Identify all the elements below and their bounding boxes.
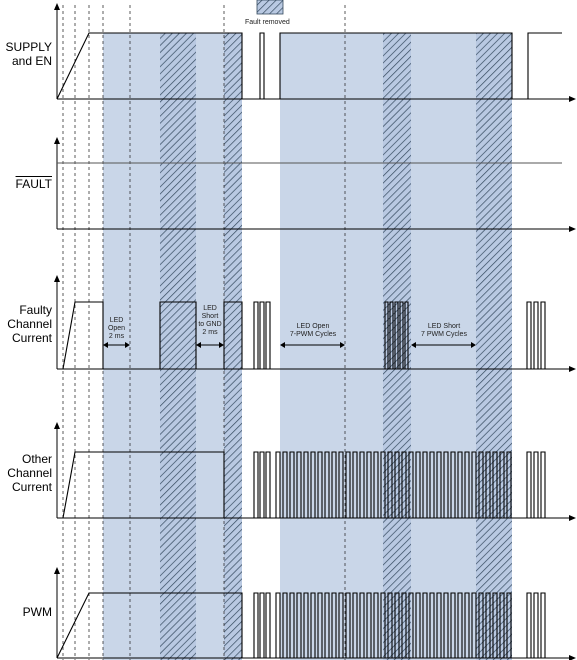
region-led-short-7pwm xyxy=(411,33,476,660)
hatch-region-3 xyxy=(383,33,411,660)
ann-led-open-line3: 2 ms xyxy=(108,333,125,340)
region-led-open xyxy=(103,33,160,660)
hatch-region-4 xyxy=(476,33,512,660)
legend-swatch xyxy=(256,0,284,15)
ann-led-short-7pwm-line2: 7 PWM Cycles xyxy=(421,331,467,338)
ann-led-short-line3: to GND xyxy=(198,321,222,328)
hatch-region-2 xyxy=(224,33,242,660)
row-label-faulty-line3: Current xyxy=(11,331,52,345)
row-label-pwm-text: PWM xyxy=(22,605,52,619)
row-label-faulty-current: Faulty Channel Current xyxy=(0,303,52,345)
legend-label: Fault removed xyxy=(245,19,290,26)
annotation-led-short-gnd: LED Short to GND 2 ms xyxy=(194,305,226,337)
row-label-supply-line2: and EN xyxy=(11,54,52,68)
hatch-region-1 xyxy=(160,33,196,660)
y-axis-arrowheads xyxy=(54,3,60,574)
row-label-other-line3: Current xyxy=(11,480,52,494)
row-label-faulty-line2: Channel xyxy=(7,317,52,331)
row-label-supply: SUPPLY and EN xyxy=(0,40,52,68)
row-label-other-line2: Channel xyxy=(7,466,52,480)
ann-led-open-line2: Open xyxy=(107,325,126,332)
ann-led-open-7pwm-line1: LED Open xyxy=(296,323,330,330)
ann-led-open-7pwm-line2: 7-PWM Cycles xyxy=(289,331,337,338)
waveform-faulty-current xyxy=(57,301,562,370)
region-led-open-7pwm xyxy=(280,33,383,660)
measurement-arrowheads xyxy=(103,342,476,348)
annotation-led-short-7pwm: LED Short 7 PWM Cycles xyxy=(411,323,477,339)
ann-led-short-line4: 2 ms xyxy=(202,329,218,336)
ann-led-short-7pwm-line1: LED Short xyxy=(427,323,461,330)
annotation-led-open-7pwm: LED Open 7-PWM Cycles xyxy=(280,323,346,339)
row-label-fault: FAULT xyxy=(0,177,52,191)
waveform-other-current xyxy=(57,451,562,519)
annotation-led-open-2ms: LED Open 2 ms xyxy=(103,317,130,341)
row-label-other-line1: Other xyxy=(21,452,52,466)
row-label-faulty-line1: Faulty xyxy=(19,303,52,317)
waveform-pwm xyxy=(56,592,562,659)
row-label-other-current: Other Channel Current xyxy=(0,452,52,494)
shaded-regions xyxy=(103,33,476,660)
x-axis-arrowheads xyxy=(569,96,576,660)
row-label-supply-line1: SUPPLY xyxy=(5,40,52,54)
guide-lines xyxy=(62,5,346,660)
hatched-regions xyxy=(160,33,512,660)
ann-led-open-line1: LED xyxy=(109,317,124,324)
ann-led-short-line2: Short xyxy=(201,313,219,320)
waveform-supply xyxy=(56,32,562,100)
ann-led-short-line1: LED xyxy=(203,305,217,312)
row-label-pwm: PWM xyxy=(0,605,52,619)
row-label-fault-text: FAULT xyxy=(15,177,52,191)
